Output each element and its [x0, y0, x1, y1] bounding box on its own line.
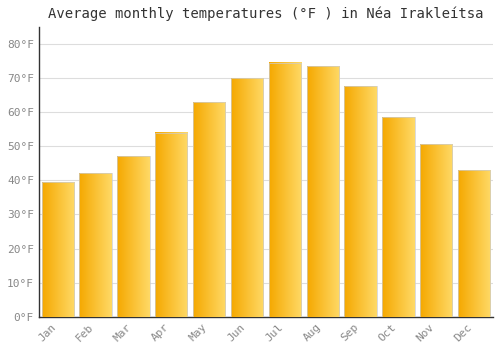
Title: Average monthly temperatures (°F ) in Néa Irakleítsa: Average monthly temperatures (°F ) in Né… — [48, 7, 484, 21]
Bar — [155, 133, 188, 317]
Bar — [42, 182, 74, 317]
Bar — [382, 117, 414, 317]
Bar — [420, 145, 452, 317]
Bar — [231, 78, 263, 317]
Bar — [193, 102, 225, 317]
Bar — [458, 170, 490, 317]
Bar — [306, 66, 339, 317]
Bar — [118, 156, 150, 317]
Bar — [344, 86, 376, 317]
Bar — [80, 174, 112, 317]
Bar — [269, 63, 301, 317]
